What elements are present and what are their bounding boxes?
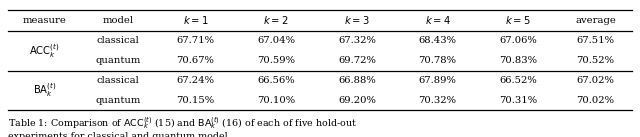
Text: quantum: quantum [95,96,141,105]
Text: quantum: quantum [95,56,141,65]
Text: classical: classical [97,36,140,45]
Text: $\mathrm{ACC}_k^{(t)}$: $\mathrm{ACC}_k^{(t)}$ [29,42,60,60]
Text: $\mathrm{BA}_k^{(t)}$: $\mathrm{BA}_k^{(t)}$ [33,82,56,99]
Text: 67.51%: 67.51% [577,36,614,45]
Text: average: average [575,16,616,25]
Text: $k=1$: $k=1$ [182,14,208,26]
Text: 67.32%: 67.32% [338,36,376,45]
Text: experiments for classical and quantum model.: experiments for classical and quantum mo… [8,132,230,137]
Text: 67.06%: 67.06% [499,36,537,45]
Text: classical: classical [97,76,140,85]
Text: $k=2$: $k=2$ [264,14,289,26]
Text: 67.24%: 67.24% [177,76,214,85]
Text: 67.89%: 67.89% [419,76,456,85]
Text: 68.43%: 68.43% [419,36,456,45]
Text: 67.04%: 67.04% [257,36,295,45]
Text: 69.72%: 69.72% [338,56,376,65]
Text: 67.71%: 67.71% [177,36,214,45]
Text: $k=4$: $k=4$ [425,14,451,26]
Text: 70.31%: 70.31% [499,96,538,105]
Text: 70.78%: 70.78% [419,56,456,65]
Text: 66.88%: 66.88% [338,76,376,85]
Text: 70.02%: 70.02% [577,96,614,105]
Text: 66.52%: 66.52% [499,76,537,85]
Text: 69.20%: 69.20% [338,96,376,105]
Text: measure: measure [22,16,67,25]
Text: 70.10%: 70.10% [257,96,295,105]
Text: 70.52%: 70.52% [577,56,614,65]
Text: model: model [103,16,134,25]
Text: Table 1: Comparison of $\mathrm{ACC}_k^{(t)}$ (15) and $\mathrm{BA}_k^{(t)}$ (16: Table 1: Comparison of $\mathrm{ACC}_k^{… [8,116,356,132]
Text: 70.32%: 70.32% [419,96,456,105]
Text: 70.15%: 70.15% [177,96,214,105]
Text: 67.02%: 67.02% [577,76,614,85]
Text: 70.83%: 70.83% [499,56,537,65]
Text: 66.56%: 66.56% [257,76,295,85]
Text: 70.67%: 70.67% [177,56,214,65]
Text: $k=3$: $k=3$ [344,14,370,26]
Text: $k=5$: $k=5$ [506,14,531,26]
Text: 70.59%: 70.59% [257,56,295,65]
